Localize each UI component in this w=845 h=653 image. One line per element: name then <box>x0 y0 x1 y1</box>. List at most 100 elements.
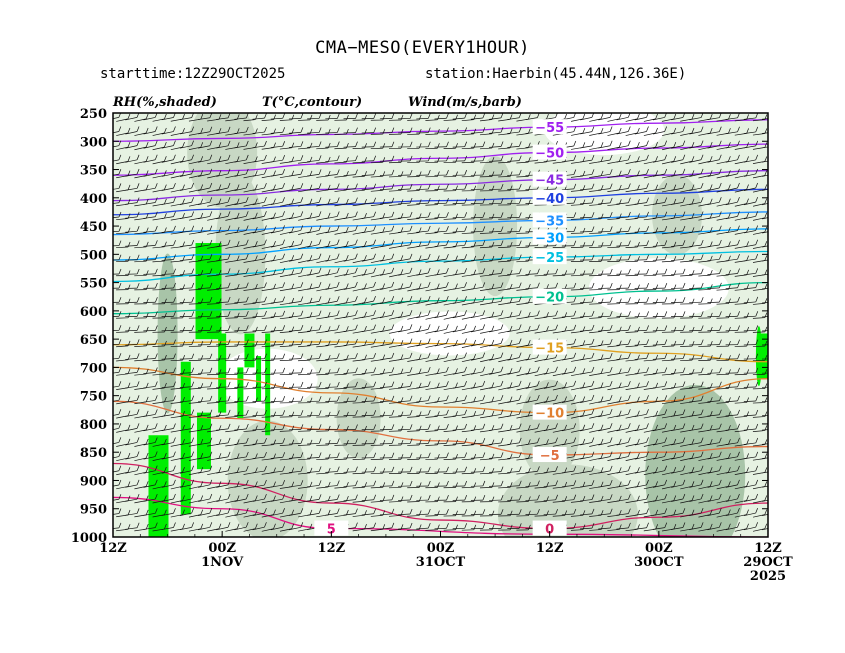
wind-barb-flag <box>409 253 413 260</box>
wind-barb-flag <box>609 409 613 415</box>
wind-barb-flag <box>227 168 231 175</box>
wind-barb-flag <box>719 239 722 246</box>
wind-barb <box>752 245 765 249</box>
wind-barb <box>652 145 665 149</box>
wind-barb-flag <box>300 197 304 203</box>
wind-barb <box>734 203 747 207</box>
wind-barb <box>743 187 756 191</box>
wind-barb <box>698 443 711 447</box>
wind-barb-flag <box>728 284 731 290</box>
wind-barb-flag <box>327 509 331 516</box>
wind-barb-flag <box>691 312 695 319</box>
wind-barb <box>113 230 120 233</box>
wind-barb <box>716 160 729 165</box>
wind-barb-flag <box>655 340 659 347</box>
wind-barb-flag <box>737 522 740 528</box>
wind-barb-flag <box>746 212 749 218</box>
wind-barb-flag <box>245 282 249 288</box>
wind-barb-flag <box>427 169 431 176</box>
wind-barb-flag <box>700 522 704 528</box>
wind-barb <box>134 471 147 476</box>
wind-barb-flag <box>528 256 531 262</box>
wind-barb <box>625 331 638 333</box>
wind-barb-flag <box>236 369 240 375</box>
wind-barb <box>570 204 583 206</box>
wind-barb <box>316 231 329 235</box>
wind-barb <box>243 203 256 207</box>
wind-barb <box>580 216 593 219</box>
wind-barb <box>643 401 656 405</box>
wind-barb-flag <box>691 467 695 473</box>
wind-barb-flag <box>764 481 768 487</box>
wind-barb-flag <box>746 312 750 318</box>
wind-barb-flag <box>327 128 331 135</box>
wind-barb <box>452 414 465 417</box>
wind-barb-flag <box>527 382 531 388</box>
wind-barb-flag <box>400 411 404 417</box>
wind-barb <box>616 343 629 346</box>
wind-barb-flag <box>309 326 313 332</box>
wind-barb-flag <box>191 211 195 217</box>
wind-barb <box>689 498 702 502</box>
wind-barb-flag <box>509 114 513 120</box>
wind-barb <box>316 331 329 334</box>
wind-barb-flag <box>118 451 122 457</box>
wind-barb <box>298 345 311 348</box>
wind-barb-flag <box>164 354 167 361</box>
wind-barb-flag <box>318 211 322 217</box>
wind-barb-flag <box>591 380 595 387</box>
wind-barb-flag <box>236 467 240 473</box>
wind-barb-flag <box>664 197 668 203</box>
wind-barb-flag <box>373 324 376 330</box>
wind-barb-flag <box>673 141 677 148</box>
wind-barb <box>634 230 647 233</box>
wind-barb <box>334 359 347 362</box>
wind-barb-flag <box>182 241 185 247</box>
wind-barb <box>480 344 492 348</box>
wind-barb-flag <box>236 184 240 190</box>
wind-barb <box>116 514 129 518</box>
wind-barb <box>489 471 502 473</box>
wind-barb <box>725 526 738 531</box>
wind-barb-flag <box>218 326 222 333</box>
wind-barb-flag <box>182 284 185 290</box>
wind-barb <box>707 145 720 149</box>
wind-barb <box>125 117 138 121</box>
wind-barb-flag <box>218 269 222 276</box>
wind-barb <box>461 387 474 391</box>
wind-barb <box>616 427 629 432</box>
wind-barb <box>589 486 602 489</box>
wind-barb-flag <box>373 367 377 373</box>
wind-barb-flag <box>764 156 768 162</box>
wind-barb-flag <box>709 156 713 162</box>
wind-barb-flag <box>591 523 595 529</box>
wind-barb-flag <box>355 225 358 231</box>
wind-barb <box>307 329 320 332</box>
wind-barb <box>425 218 438 220</box>
wind-barb-flag <box>728 128 731 134</box>
wind-barb-flag <box>373 424 377 430</box>
wind-barb-flag <box>236 212 240 218</box>
wind-barb <box>379 272 392 276</box>
wind-barb <box>225 317 238 319</box>
wind-barb-flag <box>182 212 185 219</box>
wind-barb <box>525 485 538 487</box>
wind-barb-flag <box>300 480 304 486</box>
wind-barb-flag <box>628 183 631 189</box>
wind-barb-flag <box>391 508 395 515</box>
wind-barb <box>571 373 583 377</box>
wind-barb <box>498 161 511 164</box>
wind-barb-flag <box>682 339 686 345</box>
wind-barb-flag <box>646 254 649 260</box>
wind-barb <box>743 272 756 276</box>
wind-barb <box>625 175 638 179</box>
wind-barb-flag <box>755 522 758 528</box>
wind-barb <box>325 174 338 177</box>
wind-barb <box>179 372 192 374</box>
wind-barb-flag <box>582 368 586 374</box>
wind-barb <box>680 528 693 532</box>
wind-barb-flag <box>755 197 758 203</box>
wind-barb-flag <box>774 410 776 415</box>
wind-barb-flag <box>418 255 422 261</box>
wind-barb-flag <box>164 141 167 148</box>
